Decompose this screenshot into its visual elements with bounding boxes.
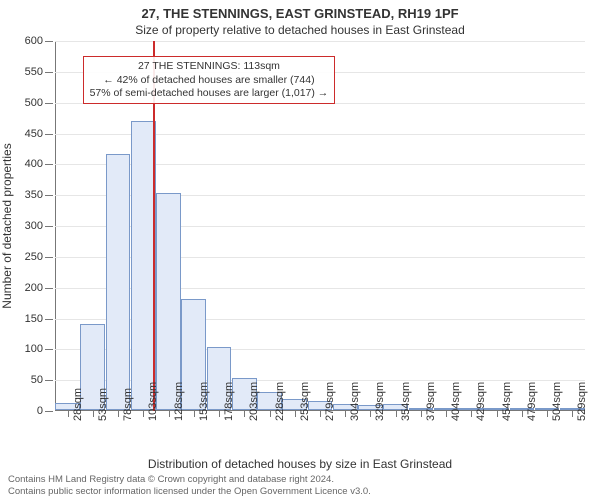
x-tick-label: 53sqm: [97, 388, 109, 421]
x-axis-title: Distribution of detached houses by size …: [0, 457, 600, 471]
x-tick: [471, 411, 472, 417]
x-tick-label: 78sqm: [122, 388, 134, 421]
x-tick: [143, 411, 144, 417]
annotation-box: 27 THE STENNINGS: 113sqm← 42% of detache…: [83, 56, 336, 103]
x-tick-label: 379sqm: [425, 382, 437, 421]
attribution-text: Contains HM Land Registry data © Crown c…: [8, 474, 592, 498]
y-tick-label: 200: [25, 282, 43, 294]
x-tick: [118, 411, 119, 417]
x-tick: [396, 411, 397, 417]
x-tick-label: 529sqm: [576, 382, 588, 421]
y-tick: [45, 226, 53, 227]
x-tick: [446, 411, 447, 417]
y-tick: [45, 380, 53, 381]
y-tick-label: 500: [25, 97, 43, 109]
x-tick-label: 329sqm: [374, 382, 386, 421]
x-tick-label: 404sqm: [450, 382, 462, 421]
x-tick-label: 354sqm: [400, 382, 412, 421]
annotation-line: ← 42% of detached houses are smaller (74…: [90, 74, 329, 87]
page-title: 27, THE STENNINGS, EAST GRINSTEAD, RH19 …: [0, 6, 600, 21]
x-tick-label: 103sqm: [147, 382, 159, 421]
x-tick: [295, 411, 296, 417]
y-tick: [45, 72, 53, 73]
y-tick-label: 150: [25, 313, 43, 325]
x-tick-label: 454sqm: [501, 382, 513, 421]
x-tick-label: 153sqm: [198, 382, 210, 421]
annotation-line: 27 THE STENNINGS: 113sqm: [90, 60, 329, 73]
plot-area: 05010015020025030035040045050055060027 T…: [55, 41, 585, 411]
y-tick-label: 600: [25, 35, 43, 47]
histogram-bar: [131, 121, 156, 410]
y-tick-label: 50: [31, 374, 43, 386]
x-tick: [497, 411, 498, 417]
x-tick-label: 228sqm: [274, 382, 286, 421]
page-subtitle: Size of property relative to detached ho…: [0, 23, 600, 37]
attribution-line1: Contains HM Land Registry data © Crown c…: [8, 474, 592, 486]
chart-area: 05010015020025030035040045050055060027 T…: [55, 41, 585, 411]
y-tick: [45, 103, 53, 104]
x-tick: [421, 411, 422, 417]
x-tick: [320, 411, 321, 417]
x-tick-label: 429sqm: [475, 382, 487, 421]
x-tick: [345, 411, 346, 417]
y-tick: [45, 134, 53, 135]
attribution-line2: Contains public sector information licen…: [8, 486, 592, 498]
x-tick: [547, 411, 548, 417]
y-tick-label: 550: [25, 66, 43, 78]
y-tick: [45, 411, 53, 412]
annotation-line: 57% of semi-detached houses are larger (…: [90, 87, 329, 100]
histogram-bar: [156, 193, 181, 410]
x-tick: [522, 411, 523, 417]
x-tick: [219, 411, 220, 417]
x-tick-label: 479sqm: [526, 382, 538, 421]
x-tick-label: 128sqm: [173, 382, 185, 421]
y-tick: [45, 257, 53, 258]
x-tick-label: 304sqm: [349, 382, 361, 421]
x-tick-label: 203sqm: [248, 382, 260, 421]
y-tick: [45, 195, 53, 196]
x-tick: [244, 411, 245, 417]
y-tick: [45, 349, 53, 350]
y-axis-title: Number of detached properties: [0, 143, 14, 308]
gridline: [55, 41, 585, 42]
y-tick-label: 0: [37, 405, 43, 417]
x-tick: [370, 411, 371, 417]
y-tick-label: 100: [25, 343, 43, 355]
y-tick-label: 450: [25, 128, 43, 140]
x-tick: [270, 411, 271, 417]
x-tick: [68, 411, 69, 417]
x-tick-label: 28sqm: [72, 388, 84, 421]
x-tick: [169, 411, 170, 417]
x-tick: [572, 411, 573, 417]
x-tick-label: 504sqm: [551, 382, 563, 421]
y-tick: [45, 288, 53, 289]
y-tick-label: 400: [25, 158, 43, 170]
y-tick: [45, 319, 53, 320]
x-tick: [93, 411, 94, 417]
histogram-bar: [106, 154, 131, 410]
x-tick-label: 178sqm: [223, 382, 235, 421]
x-tick-label: 253sqm: [299, 382, 311, 421]
y-tick: [45, 41, 53, 42]
y-tick-label: 350: [25, 189, 43, 201]
y-tick: [45, 164, 53, 165]
y-tick-label: 250: [25, 251, 43, 263]
x-tick: [194, 411, 195, 417]
y-tick-label: 300: [25, 220, 43, 232]
x-tick-label: 279sqm: [324, 382, 336, 421]
